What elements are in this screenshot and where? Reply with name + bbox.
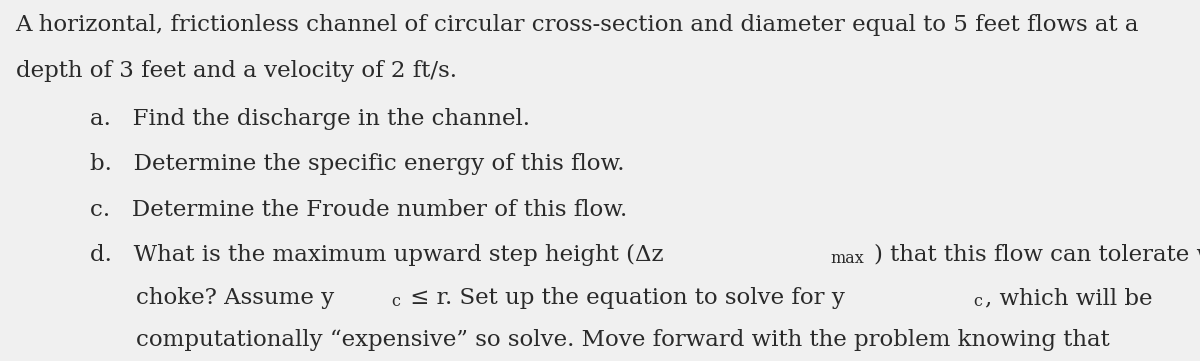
Text: c: c [391, 293, 401, 310]
Text: depth of 3 feet and a velocity of 2 ft/s.: depth of 3 feet and a velocity of 2 ft/s… [16, 60, 457, 82]
Text: c.   Determine the Froude number of this flow.: c. Determine the Froude number of this f… [90, 199, 628, 221]
Text: c: c [973, 293, 982, 310]
Text: A horizontal, frictionless channel of circular cross-section and diameter equal : A horizontal, frictionless channel of ci… [16, 14, 1139, 36]
Text: max: max [830, 250, 864, 267]
Text: d.   What is the maximum upward step height (Δz: d. What is the maximum upward step heigh… [90, 244, 664, 266]
Text: , which will be: , which will be [985, 287, 1152, 309]
Text: ) that this flow can tolerate without a: ) that this flow can tolerate without a [874, 244, 1200, 266]
Text: computationally “expensive” so solve. Move forward with the problem knowing that: computationally “expensive” so solve. Mo… [136, 329, 1109, 351]
Text: a.   Find the discharge in the channel.: a. Find the discharge in the channel. [90, 108, 530, 130]
Text: choke? Assume y: choke? Assume y [136, 287, 334, 309]
Text: b.   Determine the specific energy of this flow.: b. Determine the specific energy of this… [90, 153, 624, 175]
Text: ≤ r. Set up the equation to solve for y: ≤ r. Set up the equation to solve for y [403, 287, 845, 309]
